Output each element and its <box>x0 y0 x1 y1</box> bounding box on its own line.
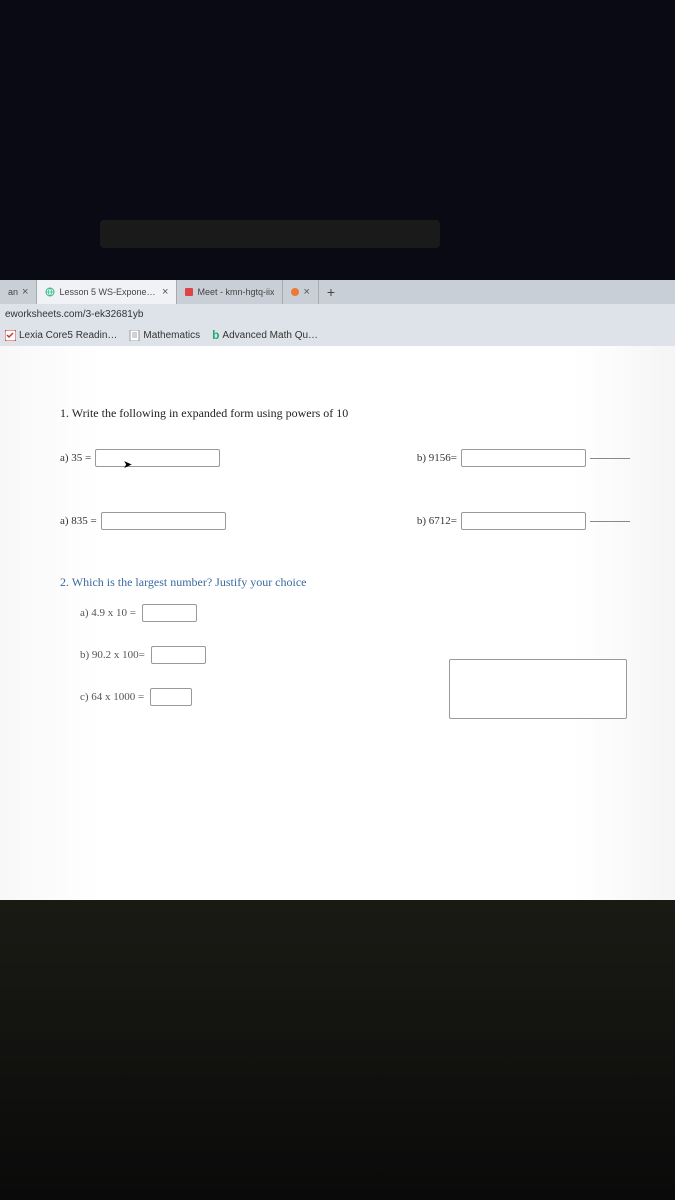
tab-label: Meet - kmn-hgtq-iix <box>197 287 274 297</box>
q1c-label: a) 835 = <box>60 515 97 527</box>
tab-partial[interactable]: an × <box>0 280 37 304</box>
close-icon[interactable]: × <box>303 286 309 298</box>
answer-input[interactable] <box>101 512 226 530</box>
bookmark-label: Mathematics <box>143 330 200 341</box>
close-icon[interactable]: × <box>162 286 168 298</box>
q2b-label: b) 90.2 x 100= <box>80 649 145 661</box>
tab-lesson[interactable]: Lesson 5 WS-Exponent starter a × <box>37 280 177 304</box>
bookmark-label: Lexia Core5 Readin… <box>19 330 117 341</box>
q1b: b) 9156= <box>417 449 630 467</box>
q1a: a) 35 = <box>60 449 220 467</box>
bookmark-lexia[interactable]: Lexia Core5 Readin… <box>5 330 117 341</box>
bookmarks-bar: Lexia Core5 Readin… Mathematics b Advanc… <box>0 324 675 346</box>
answer-input[interactable] <box>142 604 197 622</box>
tab-minimal[interactable]: × <box>283 280 318 304</box>
q1b-label: b) 9156= <box>417 452 457 464</box>
bookmark-math[interactable]: Mathematics <box>129 330 200 341</box>
cursor-icon: ➤ <box>123 458 132 471</box>
answer-input[interactable] <box>151 646 206 664</box>
q2a-label: a) 4.9 x 10 = <box>80 607 136 619</box>
doc-icon <box>129 330 140 341</box>
q1a-label: a) 35 = <box>60 452 91 464</box>
q2a: a) 4.9 x 10 = <box>80 604 630 622</box>
question-2-heading: 2. Which is the largest number? Justify … <box>60 575 630 590</box>
q1-row-2: a) 835 = b) 6712= <box>60 512 630 530</box>
tab-meet[interactable]: Meet - kmn-hgtq-iix <box>177 280 283 304</box>
answer-input[interactable] <box>461 512 586 530</box>
bookmark-advmath[interactable]: b Advanced Math Qu… <box>212 328 318 342</box>
justify-input[interactable] <box>449 659 627 719</box>
worksheet-page: 1. Write the following in expanded form … <box>0 346 675 900</box>
omnibox-shadow <box>100 220 440 248</box>
meet-icon <box>185 288 193 296</box>
close-icon[interactable]: × <box>22 286 28 298</box>
tab-label: Lesson 5 WS-Exponent starter a <box>59 287 158 297</box>
browser-chrome: an × Lesson 5 WS-Exponent starter a × Me… <box>0 280 675 346</box>
url-text: eworksheets.com/3-ek32681yb <box>5 309 143 320</box>
q1d-label: b) 6712= <box>417 515 457 527</box>
q2c-label: c) 64 x 1000 = <box>80 691 144 703</box>
blank-line <box>590 458 630 459</box>
q1-row-1: a) 35 = b) 9156= <box>60 449 630 467</box>
lexia-icon <box>5 330 16 341</box>
letter-icon: b <box>212 328 219 342</box>
device-dark-bottom <box>0 900 675 1200</box>
globe-icon <box>45 287 55 297</box>
q1c: a) 835 = <box>60 512 226 530</box>
question-1-heading: 1. Write the following in expanded form … <box>60 406 630 421</box>
bookmark-label: Advanced Math Qu… <box>222 330 318 341</box>
new-tab-button[interactable]: + <box>319 284 343 300</box>
q1d: b) 6712= <box>417 512 630 530</box>
answer-input[interactable] <box>150 688 192 706</box>
answer-input[interactable] <box>461 449 586 467</box>
dot-icon <box>291 288 299 296</box>
tab-strip: an × Lesson 5 WS-Exponent starter a × Me… <box>0 280 675 304</box>
blank-line <box>590 521 630 522</box>
answer-input[interactable] <box>95 449 220 467</box>
tab-label: an <box>8 287 18 297</box>
url-bar[interactable]: eworksheets.com/3-ek32681yb <box>0 304 675 324</box>
